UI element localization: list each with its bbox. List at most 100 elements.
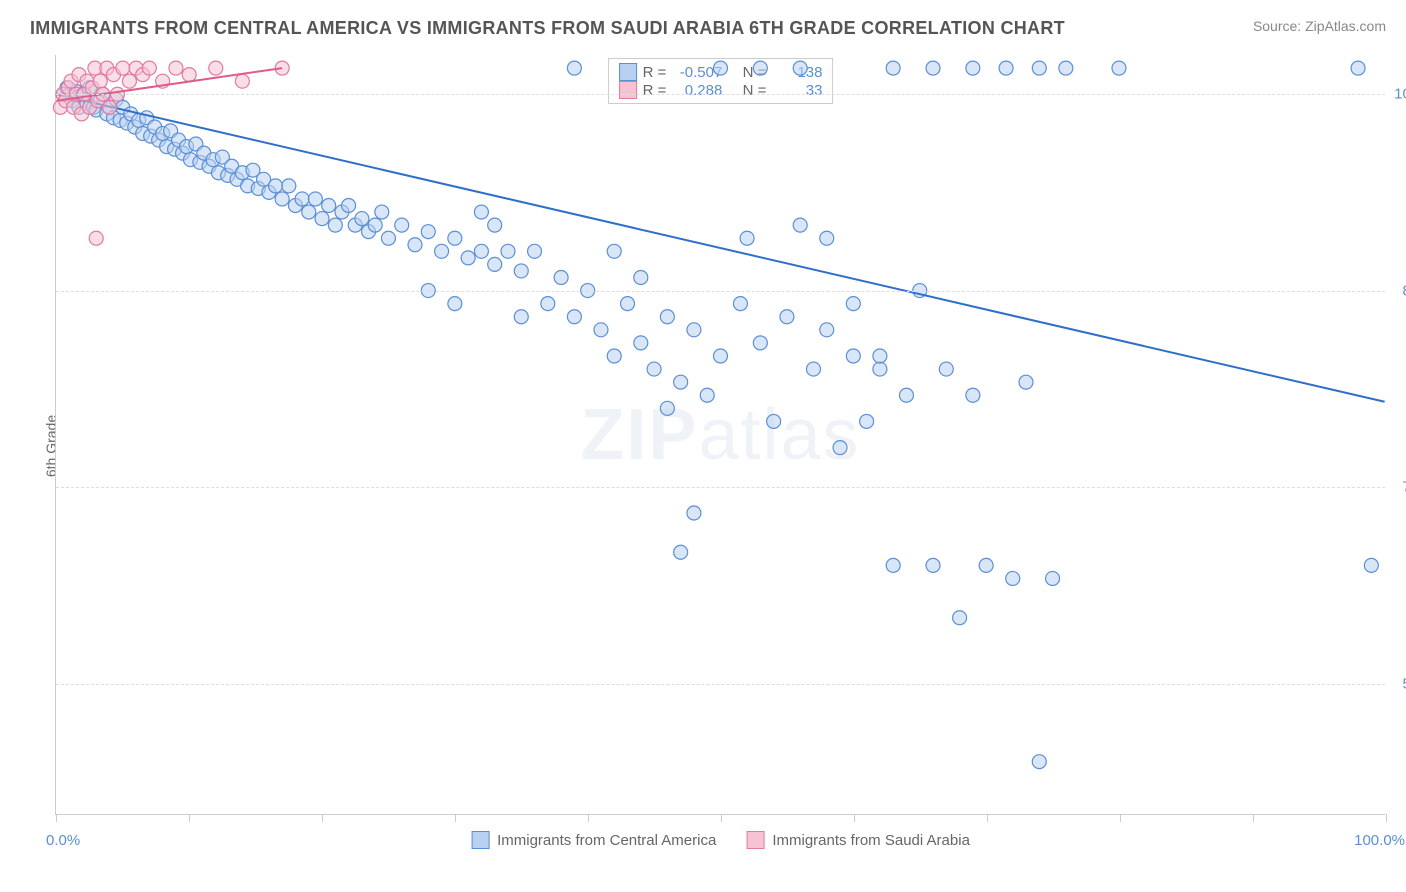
x-tick: [588, 814, 589, 822]
data-point: [89, 231, 103, 245]
data-point: [1032, 61, 1046, 75]
data-point: [687, 323, 701, 337]
data-point: [308, 192, 322, 206]
data-point: [295, 192, 309, 206]
x-axis-min-label: 0.0%: [46, 832, 80, 849]
data-point: [116, 61, 130, 75]
data-point: [182, 68, 196, 82]
data-point: [435, 244, 449, 258]
data-point: [488, 257, 502, 271]
data-point: [621, 297, 635, 311]
data-point: [1364, 558, 1378, 572]
chart-title: IMMIGRANTS FROM CENTRAL AMERICA VS IMMIG…: [30, 18, 1065, 39]
scatter-svg: [56, 55, 1385, 814]
data-point: [926, 61, 940, 75]
data-point: [979, 558, 993, 572]
x-tick: [987, 814, 988, 822]
data-point: [660, 401, 674, 415]
data-point: [939, 362, 953, 376]
data-point: [514, 310, 528, 324]
data-point: [926, 558, 940, 572]
source-prefix: Source:: [1253, 18, 1305, 34]
data-point: [1046, 571, 1060, 585]
gridline: [56, 94, 1385, 95]
data-point: [315, 212, 329, 226]
data-point: [328, 218, 342, 232]
gridline: [56, 291, 1385, 292]
data-point: [860, 414, 874, 428]
y-tick-label: 100.0%: [1390, 86, 1406, 103]
data-point: [514, 264, 528, 278]
source-attribution: Source: ZipAtlas.com: [1253, 18, 1386, 34]
data-point: [368, 218, 382, 232]
plot-area: ZIPatlas R =-0.507 N =138R =0.288 N =33 …: [55, 55, 1385, 815]
data-point: [634, 270, 648, 284]
x-tick: [56, 814, 57, 822]
data-point: [381, 231, 395, 245]
data-point: [1006, 571, 1020, 585]
data-point: [833, 441, 847, 455]
data-point: [142, 61, 156, 75]
data-point: [235, 74, 249, 88]
data-point: [461, 251, 475, 265]
data-point: [474, 244, 488, 258]
data-point: [753, 61, 767, 75]
data-point: [733, 297, 747, 311]
data-point: [93, 74, 107, 88]
legend-item: Immigrants from Saudi Arabia: [746, 831, 970, 849]
x-tick: [322, 814, 323, 822]
y-tick-label: 85.0%: [1390, 282, 1406, 299]
data-point: [342, 199, 356, 213]
data-point: [899, 388, 913, 402]
data-point: [886, 558, 900, 572]
data-point: [395, 218, 409, 232]
source-link[interactable]: ZipAtlas.com: [1305, 18, 1386, 34]
data-point: [282, 179, 296, 193]
data-point: [953, 611, 967, 625]
data-point: [674, 545, 688, 559]
data-point: [408, 238, 422, 252]
data-point: [714, 61, 728, 75]
x-tick: [721, 814, 722, 822]
gridline: [56, 684, 1385, 685]
data-point: [501, 244, 515, 258]
data-point: [634, 336, 648, 350]
data-point: [966, 388, 980, 402]
data-point: [846, 297, 860, 311]
data-point: [275, 192, 289, 206]
data-point: [169, 61, 183, 75]
data-point: [714, 349, 728, 363]
data-point: [674, 375, 688, 389]
x-tick: [1120, 814, 1121, 822]
data-point: [421, 225, 435, 239]
data-point: [607, 244, 621, 258]
y-tick-label: 70.0%: [1390, 479, 1406, 496]
x-axis-max-label: 100.0%: [1354, 832, 1405, 849]
data-point: [846, 349, 860, 363]
data-point: [322, 199, 336, 213]
data-point: [999, 61, 1013, 75]
data-point: [820, 323, 834, 337]
legend-swatch: [471, 831, 489, 849]
data-point: [793, 61, 807, 75]
data-point: [541, 297, 555, 311]
data-point: [780, 310, 794, 324]
data-point: [687, 506, 701, 520]
data-point: [1059, 61, 1073, 75]
data-point: [886, 61, 900, 75]
data-point: [660, 310, 674, 324]
data-point: [209, 61, 223, 75]
data-point: [302, 205, 316, 219]
data-point: [375, 205, 389, 219]
x-tick: [189, 814, 190, 822]
y-tick-label: 55.0%: [1390, 675, 1406, 692]
data-point: [269, 179, 283, 193]
data-point: [567, 61, 581, 75]
bottom-legend: Immigrants from Central America Immigrant…: [471, 831, 970, 849]
x-tick: [1253, 814, 1254, 822]
data-point: [528, 244, 542, 258]
legend-series-name: Immigrants from Central America: [497, 832, 716, 849]
data-point: [1351, 61, 1365, 75]
data-point: [820, 231, 834, 245]
data-point: [594, 323, 608, 337]
